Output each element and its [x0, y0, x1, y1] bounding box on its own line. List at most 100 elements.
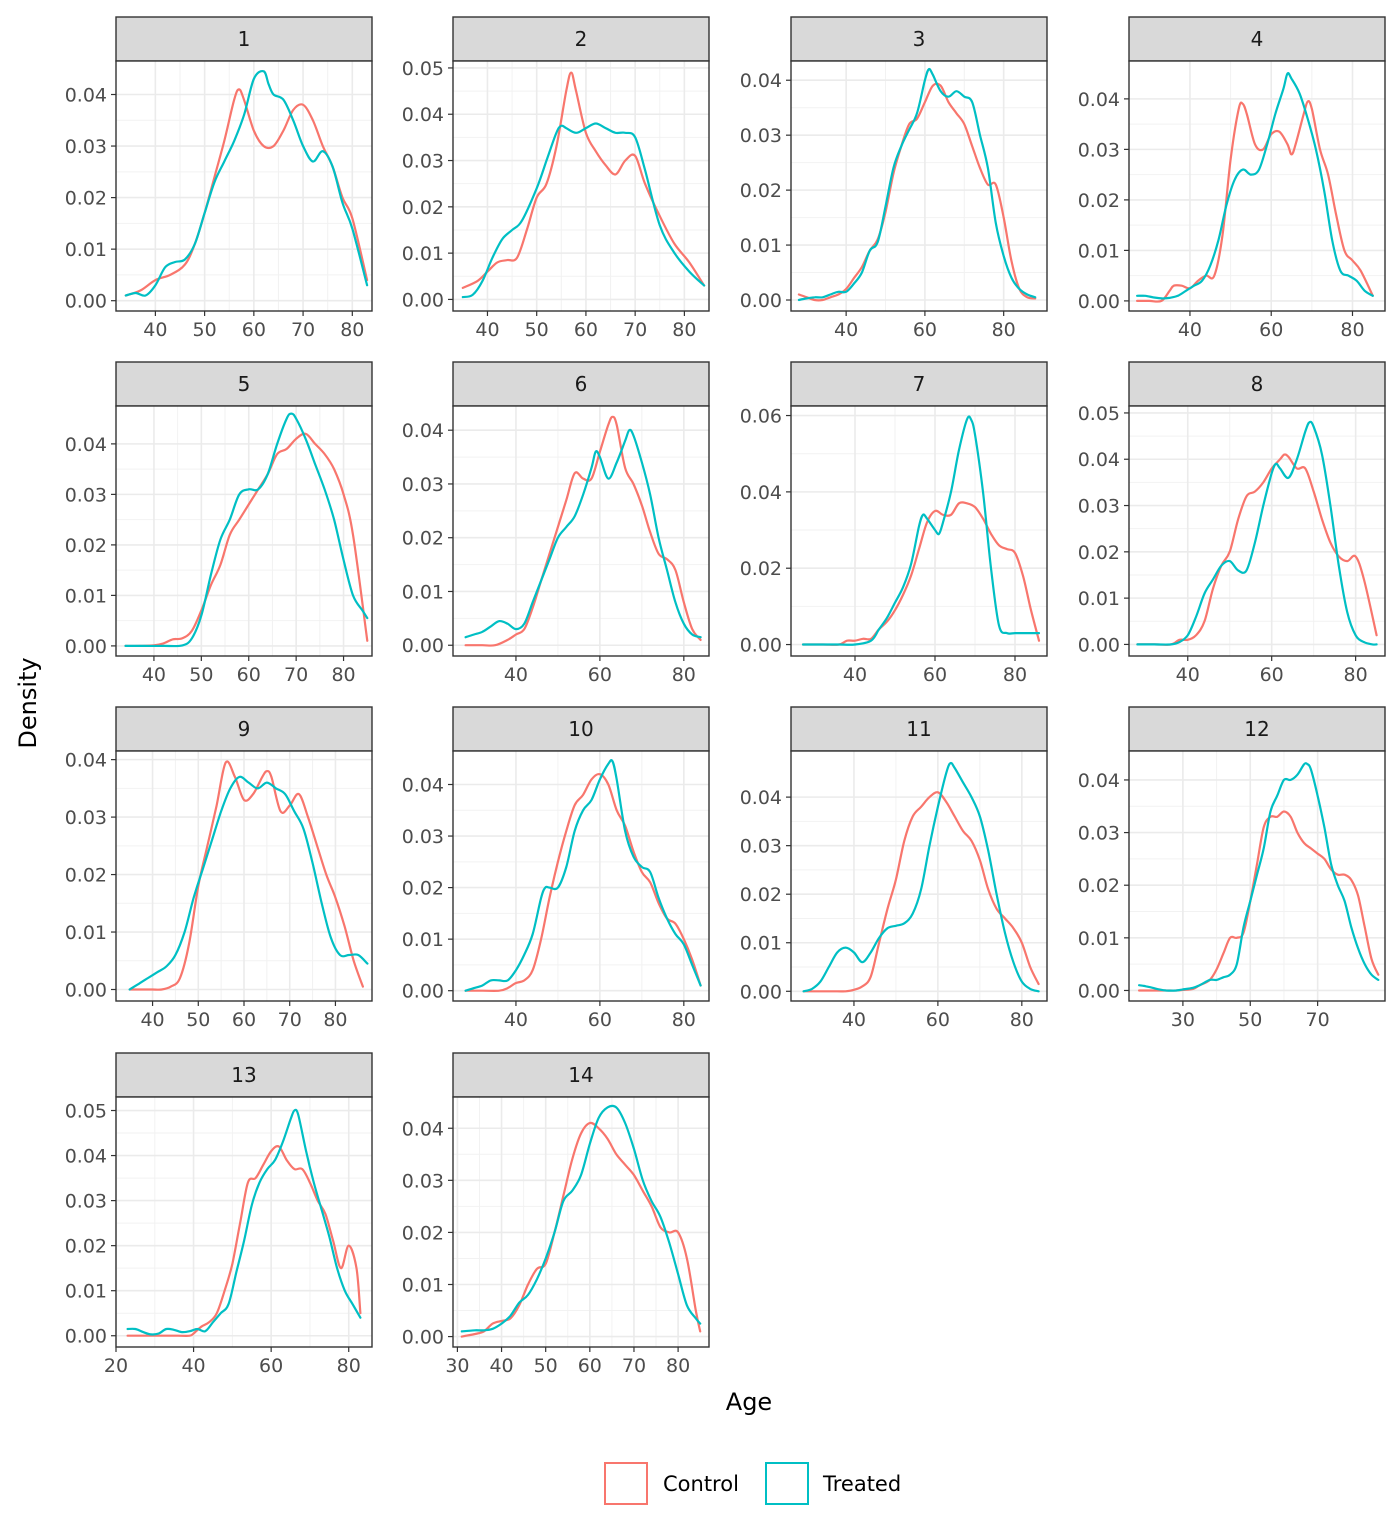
x-tick-label: 30 [445, 1355, 469, 1377]
density-line-treated [1138, 762, 1380, 992]
y-tick-label: 0.04 [740, 70, 782, 92]
y-tick-label: 0.04 [740, 787, 782, 809]
x-tick-label: 80 [992, 319, 1016, 341]
facet-strip-label: 2 [575, 27, 588, 51]
density-line-treated [464, 428, 702, 639]
density-line-treated [128, 775, 369, 991]
facet-strip [1128, 361, 1386, 407]
y-tick-label: 0.02 [402, 528, 444, 550]
x-tick-label: 80 [337, 1355, 361, 1377]
y-tick-label: 0.02 [65, 535, 107, 557]
panel-border [452, 1096, 710, 1348]
y-tick-label: 0.02 [1078, 875, 1120, 897]
density-line-control [124, 88, 369, 297]
y-tick-label: 0.04 [402, 1118, 444, 1140]
facet-strip [115, 16, 373, 62]
facet-panel-6: 6 40 60 80 0.00 0.01 0.02 0.03 0.04 [402, 361, 710, 686]
x-tick-label: 70 [278, 1009, 302, 1031]
x-tick-label: 40 [181, 1355, 205, 1377]
density-line-treated [797, 67, 1037, 302]
x-tick-label: 80 [672, 319, 696, 341]
panel-background [453, 61, 709, 311]
panel-border [115, 750, 373, 1002]
density-line-control [797, 82, 1037, 302]
panel-border [790, 405, 1048, 657]
y-tick-label: 0.01 [65, 922, 107, 944]
y-tick-label: 0.01 [1078, 588, 1120, 610]
density-line-control [1136, 100, 1374, 303]
y-tick-label: 0.01 [402, 929, 444, 951]
facet-strip-label: 3 [913, 27, 926, 51]
legend-label-control: Control [663, 1472, 739, 1496]
y-tick-label: 0.00 [402, 635, 444, 657]
x-tick-label: 60 [913, 319, 937, 341]
facet-panel-12: 12 30 50 70 0.00 0.01 0.02 0.03 0.04 [1078, 706, 1386, 1031]
x-tick-label: 60 [588, 664, 612, 686]
facet-strip-label: 12 [1244, 717, 1269, 741]
x-tick-label: 40 [140, 1009, 164, 1031]
y-tick-label: 0.04 [1078, 770, 1120, 792]
facet-panel-3: 3 40 60 80 0.00 0.01 0.02 0.03 0.04 [740, 16, 1048, 341]
y-tick-label: 0.04 [65, 434, 107, 456]
x-tick-label: 70 [623, 319, 647, 341]
y-tick-label: 0.00 [65, 636, 107, 658]
y-tick-label: 0.01 [740, 933, 782, 955]
x-tick-label: 80 [672, 1009, 696, 1031]
y-tick-label: 0.00 [740, 290, 782, 312]
facet-strip [115, 1052, 373, 1098]
legend: Control Treated [604, 1462, 901, 1505]
panel-background [791, 751, 1047, 1001]
y-tick-label: 0.01 [740, 235, 782, 257]
density-line-treated [460, 1104, 702, 1333]
y-tick-label: 0.01 [402, 581, 444, 603]
facet-panel-9: 9 40 50 60 70 80 0.00 0.01 0.02 0.03 0.04 [65, 706, 373, 1031]
y-tick-label: 0.02 [740, 180, 782, 202]
y-tick-label: 0.03 [1078, 139, 1120, 161]
x-tick-label: 40 [1178, 319, 1202, 341]
x-tick-label: 60 [574, 319, 598, 341]
y-tick-label: 0.03 [65, 1191, 107, 1213]
facet-strip-label: 7 [913, 372, 926, 396]
x-tick-label: 40 [489, 1355, 513, 1377]
y-tick-label: 0.03 [740, 836, 782, 858]
panel-border [452, 750, 710, 1002]
density-line-treated [1136, 72, 1374, 300]
x-tick-label: 80 [666, 1355, 690, 1377]
y-tick-label: 0.04 [740, 482, 782, 504]
facet-strip-label: 13 [231, 1063, 256, 1087]
facet-panel-13: 13 20 40 60 80 0.00 0.01 0.02 0.03 0.04 0.05 [65, 1052, 373, 1377]
x-tick-label: 20 [104, 1355, 128, 1377]
facet-panel-1: 1 40 50 60 70 80 0.00 0.01 0.02 0.03 0.04 [65, 16, 373, 341]
facet-strip-label: 8 [1251, 372, 1264, 396]
y-tick-label: 0.00 [402, 289, 444, 311]
x-tick-label: 80 [1340, 319, 1364, 341]
facet-panel-2: 2 40 50 60 70 80 0.00 0.01 0.02 0.03 0.04 0.05 [402, 16, 710, 341]
panel-background [453, 406, 709, 656]
y-tick-label: 0.04 [1078, 89, 1120, 111]
y-tick-label: 0.00 [1078, 634, 1120, 656]
panel-background [116, 1097, 372, 1347]
facet-strip [452, 706, 710, 752]
x-tick-label: 60 [232, 1009, 256, 1031]
panel-border [115, 1096, 373, 1348]
y-tick-label: 0.03 [402, 151, 444, 173]
facet-strip [115, 361, 373, 407]
y-tick-label: 0.00 [1078, 291, 1120, 313]
panel-border [115, 405, 373, 657]
facet-strip-label: 9 [238, 717, 251, 741]
facet-panel-7: 7 40 60 80 0.00 0.02 0.04 0.06 [740, 361, 1048, 686]
y-tick-label: 0.03 [402, 474, 444, 496]
y-tick-label: 0.04 [402, 775, 444, 797]
density-line-control [128, 760, 364, 991]
legend-key-control [604, 1462, 648, 1505]
y-tick-label: 0.02 [1078, 190, 1120, 212]
y-tick-label: 0.01 [65, 239, 107, 261]
y-tick-label: 0.00 [402, 981, 444, 1003]
legend-label-treated: Treated [822, 1472, 901, 1496]
facet-strip-label: 14 [568, 1063, 593, 1087]
y-tick-label: 0.04 [402, 420, 444, 442]
density-line-control [802, 791, 1040, 993]
panel-background [453, 1097, 709, 1347]
x-tick-label: 80 [340, 319, 364, 341]
